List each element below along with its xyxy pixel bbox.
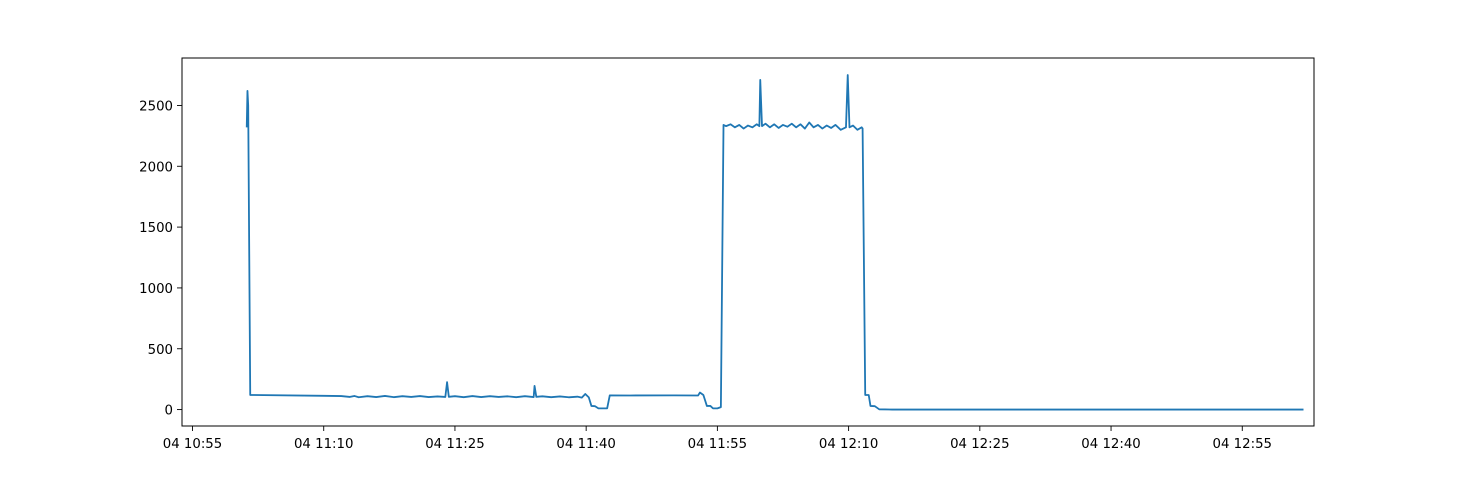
x-tick-label: 04 12:10 [819, 437, 878, 452]
y-axis: 0 500 1000 1500 2000 2500 [139, 99, 182, 419]
x-tick-label: 04 11:55 [688, 437, 747, 452]
x-tick-label: 04 11:40 [556, 437, 615, 452]
x-tick-label: 04 11:25 [425, 437, 484, 452]
series-line [245, 74, 1304, 411]
axes-frame [181, 57, 1315, 427]
y-tick-label: 500 [148, 343, 173, 358]
x-tick-label: 04 12:55 [1213, 437, 1272, 452]
y-tick-label: 2000 [139, 160, 173, 175]
y-tick-label: 1000 [139, 282, 173, 297]
x-axis: 04 10:55 04 11:10 04 11:25 04 11:40 04 11:55… [163, 426, 1272, 452]
plot-area [245, 74, 1304, 411]
x-tick-label: 04 12:40 [1081, 437, 1140, 452]
x-tick-label: 04 11:10 [294, 437, 353, 452]
y-tick-label: 2500 [139, 99, 173, 114]
x-tick-label: 04 12:25 [950, 437, 1009, 452]
x-tick-label: 04 10:55 [163, 437, 222, 452]
y-tick-label: 1500 [139, 221, 173, 236]
y-tick-label: 0 [165, 404, 173, 419]
